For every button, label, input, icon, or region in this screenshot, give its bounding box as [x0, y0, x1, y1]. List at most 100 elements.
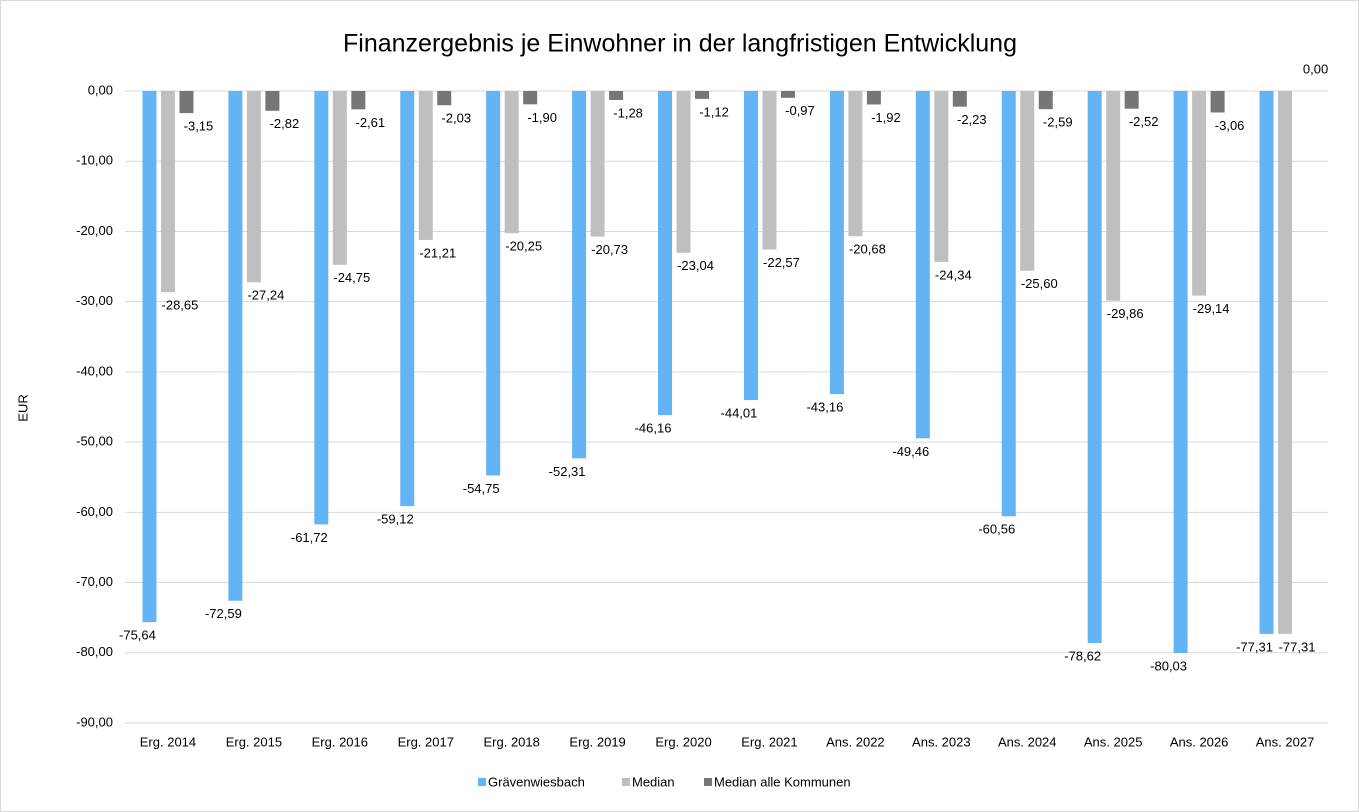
data-label: -20,73 [591, 242, 628, 257]
bar [915, 91, 930, 439]
bar [572, 91, 587, 459]
bar [437, 91, 452, 106]
bar [486, 91, 501, 476]
x-tick-label: Ans. 2022 [826, 734, 885, 749]
data-label: -61,72 [291, 530, 328, 545]
data-label: -52,31 [549, 464, 586, 479]
bar [523, 91, 538, 105]
data-label: -2,23 [957, 112, 987, 127]
x-tick-label: Erg. 2020 [655, 734, 711, 749]
y-tick-label: -80,00 [76, 644, 113, 659]
data-label: -54,75 [463, 481, 500, 496]
data-label: -2,82 [270, 116, 300, 131]
y-tick-label: -60,00 [76, 504, 113, 519]
y-tick-label: 0,00 [88, 82, 113, 97]
data-label: -27,24 [247, 288, 284, 303]
data-label: -49,46 [892, 444, 929, 459]
data-label: -20,68 [849, 242, 886, 257]
y-tick-label: -70,00 [76, 574, 113, 589]
data-label: -0,97 [785, 103, 815, 118]
data-label: -2,03 [441, 111, 471, 126]
x-tick-label: Erg. 2021 [741, 734, 797, 749]
y-tick-label: -20,00 [76, 223, 113, 238]
bar [504, 91, 519, 234]
bar [952, 91, 967, 107]
data-label: -28,65 [162, 298, 199, 313]
bar [780, 91, 795, 98]
y-tick-label: -30,00 [76, 293, 113, 308]
x-tick-label: Ans. 2027 [1256, 734, 1315, 749]
bar [1192, 91, 1207, 296]
chart-title: Finanzergebnis je Einwohner in der langf… [343, 30, 1017, 58]
x-tick-label: Erg. 2019 [569, 734, 625, 749]
legend-label: Grävenwiesbach [488, 774, 585, 789]
bar [179, 91, 194, 114]
data-label: -78,62 [1064, 649, 1101, 664]
data-label: -24,34 [935, 267, 972, 282]
bar [743, 91, 758, 401]
legend-swatch [704, 778, 712, 786]
data-label: -3,15 [184, 119, 214, 134]
bar [934, 91, 949, 262]
data-label: -3,06 [1215, 118, 1245, 133]
x-tick-label: Ans. 2026 [1170, 734, 1229, 749]
data-label: -75,64 [119, 628, 156, 643]
x-tick-label: Erg. 2018 [483, 734, 539, 749]
x-tick-label: Erg. 2015 [226, 734, 282, 749]
y-tick-label: -90,00 [76, 714, 113, 729]
bar [829, 91, 844, 395]
y-tick-label: -50,00 [76, 434, 113, 449]
y-tick-label: -40,00 [76, 363, 113, 378]
data-label: -43,16 [806, 400, 843, 415]
bar [848, 91, 863, 237]
data-label: -44,01 [721, 405, 758, 420]
data-label: -29,14 [1193, 301, 1230, 316]
data-label: -21,21 [419, 245, 456, 260]
data-label: -20,25 [505, 239, 542, 254]
bar [1106, 91, 1121, 301]
bar [1087, 91, 1102, 644]
data-label: -25,60 [1021, 276, 1058, 291]
data-label: -46,16 [635, 421, 672, 436]
bar [590, 91, 605, 237]
x-tick-label: Ans. 2024 [998, 734, 1057, 749]
bar [1124, 91, 1139, 109]
x-tick-label: Erg. 2016 [312, 734, 368, 749]
data-label: -29,86 [1107, 306, 1144, 321]
data-label: -2,59 [1043, 115, 1073, 130]
bar [1210, 91, 1225, 113]
bar [1020, 91, 1035, 271]
data-label: -59,12 [377, 512, 414, 527]
legend-label: Median [632, 774, 675, 789]
bar [609, 91, 624, 100]
data-label: -24,75 [333, 270, 370, 285]
data-label: -72,59 [205, 606, 242, 621]
bar [1173, 91, 1188, 653]
x-tick-label: Erg. 2017 [398, 734, 454, 749]
bar [695, 91, 710, 99]
bar [400, 91, 415, 507]
bar [866, 91, 881, 105]
bar [142, 91, 157, 623]
bar [228, 91, 243, 601]
bar [1001, 91, 1016, 517]
data-label: -1,90 [527, 110, 557, 125]
x-tick-label: Erg. 2014 [140, 734, 196, 749]
data-label: -1,28 [613, 105, 643, 120]
x-tick-label: Ans. 2023 [912, 734, 971, 749]
bar [676, 91, 691, 253]
data-label: -77,31 [1236, 639, 1273, 654]
data-label: -2,61 [356, 115, 386, 130]
y-tick-label: -10,00 [76, 153, 113, 168]
data-label: -60,56 [978, 522, 1015, 537]
data-label: -1,92 [871, 110, 901, 125]
bar [246, 91, 261, 283]
bar [351, 91, 366, 110]
bar [1259, 91, 1274, 634]
bar [658, 91, 673, 416]
bar [265, 91, 280, 111]
data-label: -80,03 [1150, 658, 1187, 673]
data-label: -22,57 [763, 255, 800, 270]
data-label: -1,12 [699, 104, 729, 119]
